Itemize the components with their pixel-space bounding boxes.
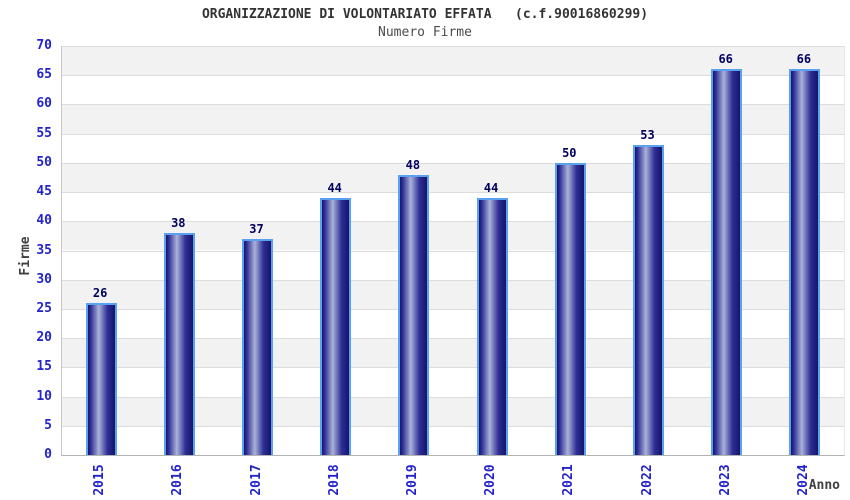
- y-gridline: [62, 192, 844, 193]
- bar-value-label: 66: [718, 52, 733, 67]
- bar-2018: [320, 197, 352, 455]
- y-gridline: [62, 46, 844, 47]
- bar-value-label: 50: [562, 145, 577, 160]
- x-tick-label-2016: 2016: [170, 464, 186, 496]
- bar-value-label: 66: [796, 52, 812, 67]
- chart-title: ORGANIZZAZIONE DI VOLONTARIATO EFFATA (c…: [201, 7, 649, 22]
- bar-value-label: 38: [171, 215, 186, 230]
- bar-2024: [789, 69, 821, 455]
- x-axis-title: Anno: [808, 478, 840, 493]
- y-gridline: [62, 104, 844, 105]
- x-tick-label-2017: 2017: [248, 464, 264, 496]
- x-tick-label-2015: 2015: [92, 464, 108, 496]
- bar-2016: [163, 232, 195, 455]
- bar-2022: [633, 145, 664, 455]
- y-gridline: [62, 134, 844, 135]
- bar-2023: [711, 69, 743, 455]
- bar-value-label: 26: [92, 286, 108, 301]
- y-tick-label: 55: [36, 125, 52, 141]
- bar-value-label: 53: [640, 128, 655, 143]
- y-tick-label: 70: [36, 38, 52, 53]
- y-tick-label: 25: [36, 300, 52, 316]
- y-tick-label: 35: [36, 242, 52, 258]
- y-tick-label: 30: [36, 271, 52, 287]
- y-tick-label: 20: [36, 330, 52, 346]
- y-gridline: [62, 426, 844, 427]
- plot-area: [61, 46, 845, 456]
- y-gridline: [62, 367, 844, 368]
- x-tick-label-2020: 2020: [483, 464, 499, 496]
- y-tick-label: 0: [44, 447, 52, 462]
- y-gridline: [62, 397, 844, 398]
- y-gridline: [62, 338, 844, 339]
- y-gridline: [62, 221, 844, 222]
- x-tick-label-2018: 2018: [326, 464, 342, 496]
- y-gridline: [62, 309, 844, 310]
- bar-value-label: 44: [327, 180, 342, 195]
- x-tick-label-2019: 2019: [404, 464, 420, 496]
- bar-2019: [398, 174, 430, 455]
- bar-2021: [554, 162, 586, 455]
- bar-value-label: 48: [405, 157, 421, 172]
- y-tick-label: 45: [36, 184, 52, 200]
- chart-subtitle: Numero Firme: [378, 25, 472, 40]
- y-tick-label: 5: [44, 417, 52, 433]
- y-tick-label: 65: [36, 67, 52, 83]
- y-gridline: [62, 280, 844, 281]
- y-tick-label: 10: [36, 388, 52, 404]
- x-tick-label-2022: 2022: [639, 464, 655, 496]
- x-tick-label-2023: 2023: [717, 464, 733, 496]
- y-tick-label: 40: [36, 213, 52, 229]
- x-tick-label-2021: 2021: [561, 464, 577, 496]
- bar-value-label: 44: [483, 180, 499, 195]
- y-tick-label: 50: [36, 154, 52, 170]
- y-gridline: [62, 163, 844, 164]
- bar-2015: [85, 303, 117, 455]
- y-gridline: [62, 75, 844, 76]
- bar-value-label: 37: [249, 221, 264, 236]
- bar-2017: [242, 238, 273, 455]
- y-tick-label: 60: [36, 96, 52, 112]
- y-gridline: [62, 251, 844, 252]
- y-tick-label: 15: [36, 359, 52, 375]
- bar-2020: [476, 197, 508, 455]
